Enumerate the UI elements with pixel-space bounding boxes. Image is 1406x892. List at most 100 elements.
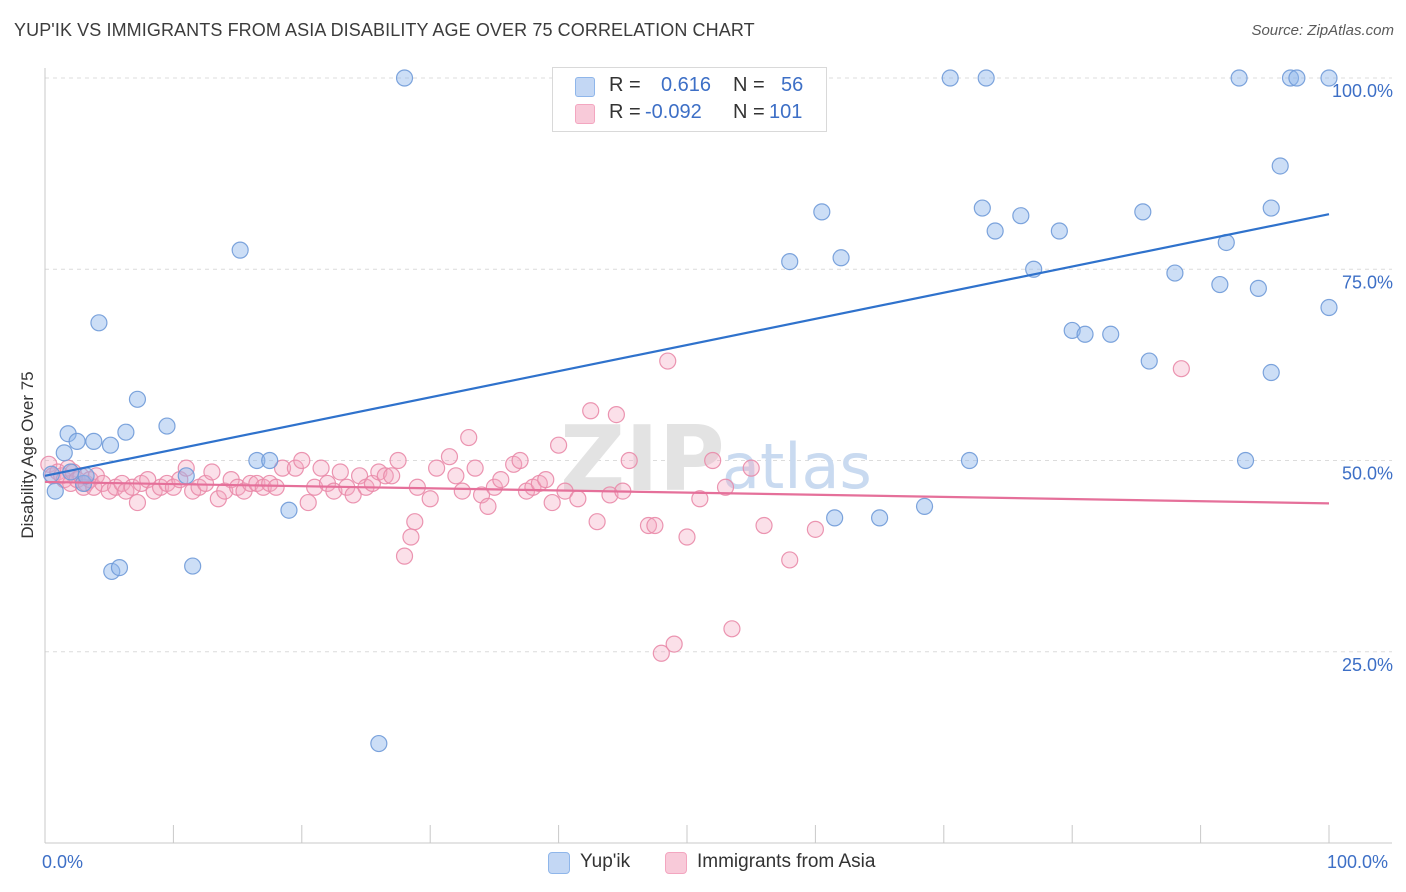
bottom-legend-swatch-yupik xyxy=(548,852,570,874)
legend-r-value: -0.092 xyxy=(645,101,702,123)
immigrants-point xyxy=(460,428,478,447)
yupik-point xyxy=(184,557,202,575)
chart-title: YUP'IK VS IMMIGRANTS FROM ASIA DISABILIT… xyxy=(14,20,755,40)
immigrants-point xyxy=(406,513,424,531)
yupik-trend-line xyxy=(44,213,1330,477)
yupik-point xyxy=(55,444,73,462)
immigrants-point xyxy=(203,463,221,481)
immigrants-point xyxy=(652,644,670,662)
immigrants-point xyxy=(511,451,529,470)
immigrants-point xyxy=(665,635,683,653)
immigrants-point xyxy=(376,467,394,485)
immigrants-point xyxy=(241,474,260,493)
immigrants-point xyxy=(537,471,555,489)
bottom-legend-label-yupik: Yup'ik xyxy=(580,851,631,872)
immigrants-point xyxy=(678,528,696,546)
yupik-point xyxy=(103,562,121,581)
series-yupik-points xyxy=(42,69,1338,753)
immigrants-point xyxy=(128,493,147,512)
immigrants-point xyxy=(582,402,600,420)
yupik-point xyxy=(915,497,934,515)
immigrants-point xyxy=(428,459,446,477)
yupik-point xyxy=(1249,279,1267,297)
yupik-point xyxy=(280,501,298,519)
immigrants-point xyxy=(781,551,799,569)
yupik-point xyxy=(1281,69,1300,87)
yupik-point xyxy=(101,436,120,454)
yupik-point xyxy=(1236,451,1255,470)
immigrants-point xyxy=(273,459,292,477)
yupik-point xyxy=(248,451,266,470)
immigrants-point xyxy=(453,482,471,500)
yupik-point xyxy=(1140,352,1158,370)
immigrants-point xyxy=(293,451,311,470)
immigrants-point xyxy=(492,471,510,489)
immigrants-point xyxy=(299,493,317,512)
x-tick-label-max: 100.0% xyxy=(1327,852,1389,872)
legend-n-value: 56 xyxy=(781,74,804,96)
yupik-point xyxy=(1134,203,1152,221)
yupik-point xyxy=(1288,69,1306,87)
bottom-legend-label-immigrants: Immigrants from Asia xyxy=(697,851,876,872)
yupik-point xyxy=(1320,298,1338,317)
grid-lines xyxy=(45,77,1392,653)
y-tick-label: 50.0% xyxy=(1342,464,1393,484)
y-tick-label: 25.0% xyxy=(1342,655,1393,675)
yupik-point xyxy=(370,734,388,753)
immigrants-point xyxy=(607,406,625,424)
immigrants-point xyxy=(466,459,484,477)
yupik-point xyxy=(1102,325,1120,343)
yupik-point xyxy=(960,451,979,470)
immigrants-point xyxy=(716,478,735,496)
immigrants-point xyxy=(569,490,587,508)
yupik-point xyxy=(781,253,799,271)
immigrants-point xyxy=(723,620,741,638)
immigrants-point xyxy=(646,516,664,535)
immigrants-point xyxy=(742,459,760,477)
yupik-point xyxy=(1050,222,1068,240)
y-tick-label: 100.0% xyxy=(1332,81,1393,101)
yupik-point xyxy=(1320,69,1338,87)
yupik-point xyxy=(261,451,279,470)
watermark: ZIP atlas xyxy=(560,407,872,512)
yupik-point xyxy=(231,241,249,259)
legend-r-label: R = xyxy=(609,74,641,96)
immigrants-point xyxy=(588,513,606,531)
yupik-point xyxy=(46,482,64,500)
immigrants-trend-line xyxy=(44,480,1330,505)
x-tick-label-min: 0.0% xyxy=(42,852,84,872)
y-tick-labels: 25.0% 50.0% 75.0% 100.0% xyxy=(1332,81,1393,675)
yupik-point xyxy=(77,467,95,485)
yupik-point xyxy=(395,69,414,87)
legend-n-label: N = xyxy=(733,101,765,123)
yupik-point xyxy=(1076,325,1094,343)
legend-n-label: N = xyxy=(733,74,765,96)
yupik-point xyxy=(85,432,103,450)
yupik-point xyxy=(90,314,108,332)
immigrants-point xyxy=(479,497,497,515)
immigrants-point xyxy=(1172,360,1190,378)
yupik-point xyxy=(826,509,844,527)
legend-r-label: R = xyxy=(609,101,641,123)
yupik-point xyxy=(1262,199,1280,217)
immigrants-point xyxy=(691,490,709,508)
immigrants-point xyxy=(639,516,658,535)
y-axis-label: Disability Age Over 75 xyxy=(18,371,37,539)
yupik-point xyxy=(941,69,959,87)
yupik-point xyxy=(1063,321,1081,340)
immigrants-point xyxy=(389,451,407,470)
immigrants-point xyxy=(267,478,285,496)
watermark-zip: ZIP xyxy=(560,407,725,512)
immigrants-point xyxy=(447,467,465,485)
yupik-point xyxy=(832,249,850,267)
yupik-point xyxy=(986,222,1004,240)
yupik-point xyxy=(1262,363,1280,382)
immigrants-point xyxy=(543,493,561,512)
immigrants-point xyxy=(806,520,825,538)
axes xyxy=(44,68,1392,844)
yupik-point xyxy=(1211,275,1229,294)
immigrants-point xyxy=(620,451,638,470)
yupik-point xyxy=(813,203,831,221)
immigrants-point xyxy=(402,528,420,546)
